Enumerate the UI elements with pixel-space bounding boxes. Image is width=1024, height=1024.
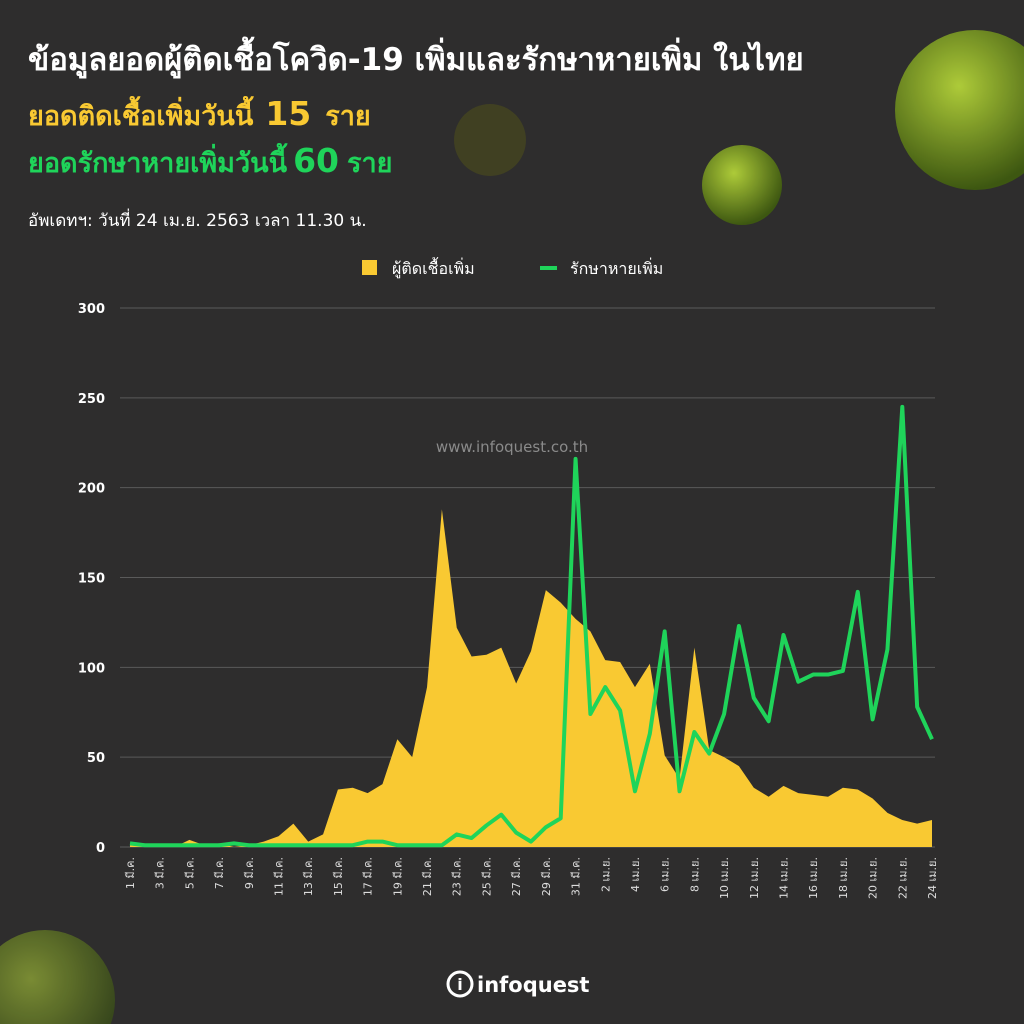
x-tick-label: 23 มี.ค.	[451, 857, 464, 896]
y-tick-label: 150	[78, 572, 105, 587]
update-time: อัพเดทฯ: วันที่ 24 เม.ย. 2563 เวลา 11.30…	[28, 208, 367, 231]
x-tick-label: 21 มี.ค.	[421, 857, 434, 896]
x-tick-label: 29 มี.ค.	[540, 857, 553, 896]
y-tick-label: 200	[78, 482, 105, 497]
legend-label: รักษาหายเพิ่ม	[570, 257, 663, 278]
x-tick-label: 9 มี.ค.	[243, 857, 256, 889]
x-tick-label: 14 เม.ย.	[777, 857, 790, 899]
x-tick-label: 25 มี.ค.	[480, 857, 493, 896]
x-tick-label: 6 เม.ย.	[659, 857, 672, 892]
x-tick-label: 12 เม.ย.	[748, 857, 761, 899]
x-tick-label: 2 เม.ย.	[599, 857, 612, 892]
x-tick-label: 5 มี.ค.	[183, 857, 196, 889]
recovered-today: ยอดรักษาหายเพิ่มวันนี้ 60 ราย	[28, 141, 392, 180]
legend-swatch	[362, 260, 377, 275]
x-tick-label: 17 มี.ค.	[362, 857, 375, 896]
y-tick-label: 300	[78, 302, 105, 317]
watermark: www.infoquest.co.th	[436, 438, 588, 456]
x-tick-label: 31 มี.ค.	[570, 857, 583, 896]
x-tick-label: 19 มี.ค.	[391, 857, 404, 896]
title: ข้อมูลยอดผู้ติดเชื้อโควิด-19 เพิ่มและรัก…	[28, 36, 804, 79]
y-tick-label: 50	[87, 751, 105, 766]
svg-text:i: i	[457, 975, 462, 994]
area	[130, 509, 932, 847]
x-tick-label: 22 เม.ย.	[896, 857, 909, 899]
x-tick-label: 18 เม.ย.	[837, 857, 850, 899]
x-tick-label: 20 เม.ย.	[867, 857, 880, 899]
y-tick-label: 0	[96, 841, 105, 856]
x-tick-label: 24 เม.ย.	[926, 857, 939, 899]
x-tick-label: 3 มี.ค.	[154, 857, 167, 889]
x-tick-label: 1 มี.ค.	[124, 857, 137, 889]
x-tick-label: 8 เม.ย.	[688, 857, 701, 892]
virus-decor	[0, 30, 1024, 1024]
logo: i infoquest	[446, 970, 589, 998]
x-tick-label: 4 เม.ย.	[629, 857, 642, 892]
x-tick-label: 27 มี.ค.	[510, 857, 523, 896]
legend-item: ผู้ติดเชื้อเพิ่ม	[362, 257, 475, 279]
legend-label: ผู้ติดเชื้อเพิ่ม	[392, 257, 475, 279]
x-tick-label: 13 มี.ค.	[302, 857, 315, 896]
x-tick-label: 7 มี.ค.	[213, 857, 226, 889]
x-tick-label: 11 มี.ค.	[273, 857, 286, 896]
x-tick-label: 10 เม.ย.	[718, 857, 731, 899]
legend-item: รักษาหายเพิ่ม	[540, 257, 663, 278]
infected-today: ยอดติดเชื้อเพิ่มวันนี้ 15 ราย	[28, 94, 371, 133]
line	[129, 404, 934, 848]
logo-text: infoquest	[477, 973, 589, 997]
y-tick-label: 100	[78, 661, 105, 676]
y-tick-label: 250	[78, 392, 105, 407]
x-tick-label: 16 เม.ย.	[807, 857, 820, 899]
x-tick-label: 15 มี.ค.	[332, 857, 345, 896]
